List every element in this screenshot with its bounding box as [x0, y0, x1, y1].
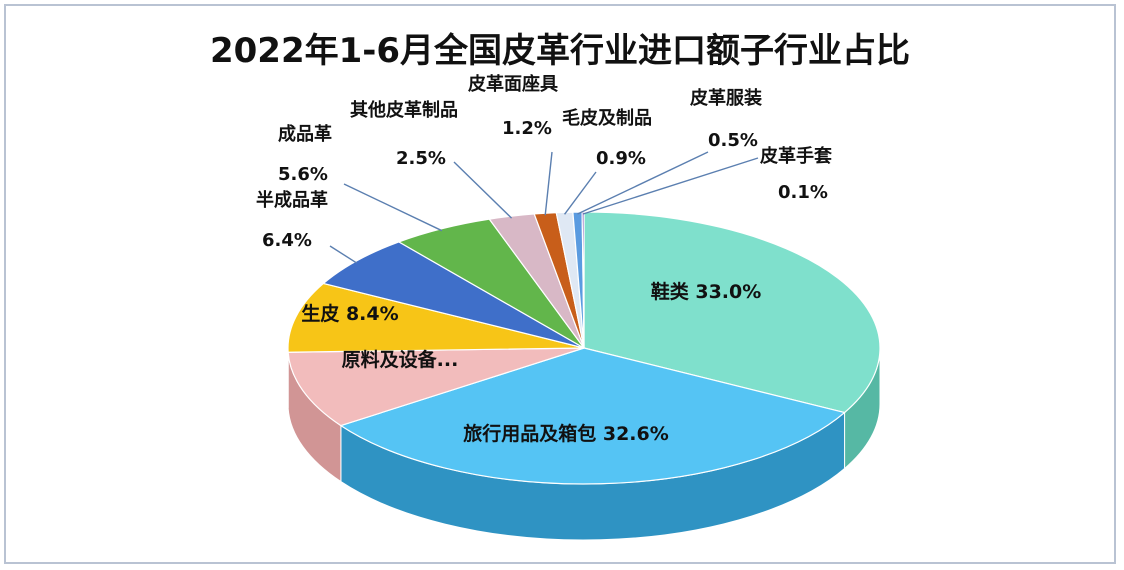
slice-5-leader-line — [343, 183, 443, 232]
slice-0-label: 鞋类 33.0% — [651, 280, 762, 303]
slice-1-label: 旅行用品及箱包 32.6% — [463, 422, 669, 445]
slice-2-top — [287, 347, 585, 427]
slice-8-leader-line — [564, 171, 597, 215]
slice-4-value-label: 6.4% — [262, 230, 312, 251]
slice-7-leader-line — [544, 151, 553, 216]
slice-4-name-label: 半成品革 — [256, 189, 328, 211]
slice-9-name-label: 皮革服装 — [690, 87, 762, 109]
slice-7-name-label: 皮革面座具 — [468, 73, 558, 95]
slice-5-value-label: 5.6% — [278, 164, 328, 185]
slice-4-top — [322, 241, 585, 349]
slice-3-top — [287, 282, 585, 353]
slice-9-leader-line — [577, 151, 709, 215]
slice-8-name-label: 毛皮及制品 — [562, 107, 652, 129]
slice-6-value-label: 2.5% — [396, 148, 446, 169]
slice-0-top — [583, 211, 881, 414]
slice-7-value-label: 1.2% — [502, 118, 552, 139]
slice-8-value-label: 0.9% — [596, 148, 646, 169]
slice-6-leader-line — [453, 161, 513, 219]
slice-3-label: 生皮 8.4% — [301, 302, 398, 325]
slice-10-leader-line — [582, 157, 759, 215]
chart-title: 2022年1-6月全国皮革行业进口额子行业占比 — [210, 31, 910, 71]
slice-4-leader-line — [329, 245, 357, 264]
slice-5-name-label: 成品革 — [278, 123, 332, 145]
slice-9-value-label: 0.5% — [708, 130, 758, 151]
slice-2-label: 原料及设备... — [342, 348, 459, 371]
slice-1-top — [339, 347, 846, 485]
slice-6-name-label: 其他皮革制品 — [350, 99, 458, 121]
slice-10-value-label: 0.1% — [778, 182, 828, 203]
slice-10-name-label: 皮革手套 — [760, 145, 832, 167]
